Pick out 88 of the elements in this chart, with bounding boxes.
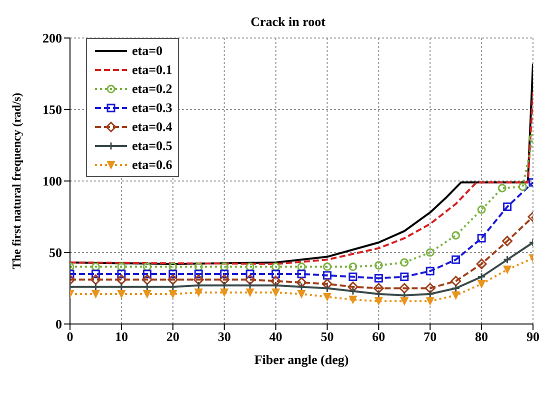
point [91,270,100,278]
point [452,291,460,300]
point [426,266,434,276]
point [194,270,203,278]
x-tick-label: 50 [320,329,334,344]
point [452,255,460,264]
chart-title: Crack in root [250,14,326,29]
point [503,202,512,211]
point [244,274,256,285]
point [399,283,410,294]
point [296,277,307,288]
x-tick-label: 70 [424,329,437,344]
x-tick-label: 60 [372,329,386,344]
point [117,270,126,278]
point [498,184,506,192]
point [168,274,178,285]
x-tick-label: 40 [269,329,282,344]
point [348,286,358,296]
point [374,261,383,270]
x-tick-label: 0 [66,329,74,344]
point [502,236,513,246]
x-tick-label: 20 [166,329,180,344]
legend-label: eta=0.2 [132,80,172,96]
point [450,276,462,286]
point [374,274,383,282]
y-tick-label: 100 [42,174,62,189]
point [298,290,306,298]
point [272,288,280,297]
x-tick-label: 90 [526,329,540,344]
point [400,297,408,306]
point [142,270,152,278]
point [246,288,254,297]
point [452,231,460,240]
point [272,270,280,278]
point [297,270,306,278]
point [400,272,409,282]
y-tick-label: 0 [56,316,62,332]
point [426,290,434,298]
x-tick-label: 80 [475,329,488,344]
legend-label: eta=0.5 [132,138,172,154]
point [477,234,486,242]
point [168,270,178,278]
y-axis-title: The first natural frequency (rad/s) [9,92,24,270]
point [92,290,100,298]
legend-label: eta=0.4 [132,118,172,134]
point [374,297,383,306]
point [322,262,332,272]
point [246,270,254,278]
point [220,288,228,297]
point [426,248,434,257]
point [424,283,436,294]
point [143,290,152,298]
point [518,182,527,191]
point [220,270,229,278]
point [168,290,177,298]
point [503,266,512,274]
point [373,283,384,294]
point [142,274,152,285]
point [400,258,409,267]
point [322,271,332,280]
point [476,258,487,270]
point [219,274,230,285]
legend-label: eta=0 [132,42,163,58]
point [348,272,358,282]
point [374,290,383,298]
point [323,292,332,301]
legend-label: eta=0.3 [132,100,172,116]
y-tick-label: 50 [49,245,62,260]
x-tick-label: 30 [218,329,231,344]
y-tick-label: 200 [42,30,62,46]
point [194,288,203,297]
point [348,296,357,304]
point [452,284,460,292]
point [193,274,204,285]
point [348,262,358,272]
point [117,290,126,298]
y-tick-label: 150 [42,102,62,118]
point [477,205,486,214]
x-axis-title: Fiber angle (deg) [254,352,349,367]
x-tick-label: 10 [114,329,128,344]
legend-label: eta=0.1 [132,62,172,78]
point [426,297,434,306]
point [503,255,512,264]
point [270,276,282,286]
point [90,274,101,285]
legend-label: eta=0.6 [132,156,172,172]
point [478,280,486,288]
point [116,274,127,285]
